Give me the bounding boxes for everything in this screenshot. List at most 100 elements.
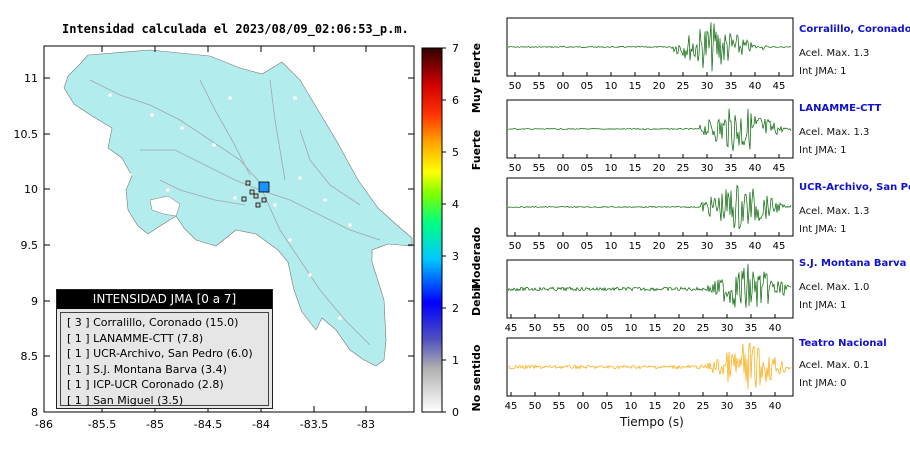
waveform-trace (507, 184, 792, 229)
map-x-tick-label: -84 (252, 418, 270, 431)
waveform-tick-label: 25 (677, 81, 690, 92)
waveform-tick-label: 10 (605, 81, 618, 92)
waveform-tick-label: 15 (629, 241, 642, 252)
waveform-trace (507, 108, 792, 151)
waveform-tick-label: 00 (557, 163, 570, 174)
waveform-tick-label: 15 (629, 163, 642, 174)
waveform-tick-label: 50 (509, 81, 522, 92)
scale-category-label: Muy Fuerte (470, 43, 483, 113)
waveform-tick-label: 55 (533, 241, 546, 252)
color-bar (421, 47, 443, 413)
station-name: Corralillo, Coronado (799, 24, 910, 35)
scale-tick-labels: 7 6 5 4 3 2 1 0 (442, 42, 459, 419)
waveform-tick-label: 45 (505, 401, 518, 412)
waveform-x-axis-title: Tiempo (s) (620, 415, 684, 429)
waveform-frame (506, 17, 794, 77)
waveform-tick-label: 50 (509, 163, 522, 174)
waveform-tick-label: 20 (653, 241, 666, 252)
waveform-tick-label: 55 (553, 401, 566, 412)
waveform-frame (506, 259, 794, 319)
epicenter-marker (258, 181, 270, 193)
map-y-tick-label: 8 (31, 406, 38, 419)
waveform-tick-label: 30 (701, 241, 714, 252)
waveform-tick-label: 40 (749, 81, 762, 92)
waveform-tick-label: 40 (769, 401, 782, 412)
station-intensity: Int JMA: 1 (799, 300, 847, 311)
waveform-tick-label: 45 (773, 241, 786, 252)
waveform-tick-label: 35 (745, 401, 758, 412)
waveform-tick-label: 20 (653, 81, 666, 92)
waveform-tick-label: 35 (725, 241, 738, 252)
waveform-trace (507, 342, 792, 390)
waveform-tick-label: 05 (601, 401, 614, 412)
nicoya-gulf (149, 195, 181, 217)
station-name: S.J. Montana Barva (799, 258, 907, 269)
waveform-tick-label: 45 (773, 81, 786, 92)
legend-title: INTENSIDAD JMA [0 a 7] (57, 290, 272, 309)
map-x-tick-label: -84.5 (194, 418, 222, 431)
scale-category-label: No sentido (470, 344, 483, 411)
waveform-tick-label: 00 (557, 241, 570, 252)
map-y-tick-label: 11 (24, 72, 38, 85)
map-x-tick-label: -85.5 (88, 418, 116, 431)
waveform-tick-label: 55 (553, 323, 566, 334)
station-name: Teatro Nacional (799, 338, 887, 349)
map-y-tick-label: 9.5 (21, 239, 39, 252)
waveform-frame (506, 337, 794, 397)
waveform-tick-label: 45 (505, 323, 518, 334)
map-x-tick-label: -83 (357, 418, 375, 431)
waveform-tick-label: 25 (697, 323, 710, 334)
waveform-tick-label: 05 (581, 81, 594, 92)
waveform-tick-label: 10 (625, 401, 638, 412)
waveform-tick-label: 40 (769, 323, 782, 334)
waveform-tick-label: 05 (601, 323, 614, 334)
waveform-tick-label: 35 (745, 323, 758, 334)
waveform-frame (506, 99, 794, 159)
waveform-trace (507, 22, 792, 72)
map-y-tick-labels: 11 10.5 10 9.5 9 8.5 8 (14, 72, 39, 419)
waveform-tick-label: 25 (677, 241, 690, 252)
page-title: Intensidad calculada el 2023/08/09_02:06… (62, 22, 409, 36)
scale-tick-label: 7 (452, 42, 459, 55)
waveform-tick-label: 05 (581, 163, 594, 174)
waveform-tick-label: 05 (581, 241, 594, 252)
waveform-tick-label: 15 (629, 81, 642, 92)
waveform-tick-label: 30 (701, 163, 714, 174)
map-y-tick-label: 9 (31, 295, 38, 308)
station-intensity: Int JMA: 1 (799, 224, 847, 235)
legend-item: [ 1 ] ICP-UCR Coronado (2.8) (67, 378, 224, 391)
waveform-tick-label: 10 (605, 241, 618, 252)
station-intensity: Int JMA: 0 (799, 378, 847, 389)
legend-item: [ 3 ] Corralillo, Coronado (15.0) (67, 316, 239, 329)
waveform-tick-label: 40 (749, 241, 762, 252)
legend-list: [ 3 ] Corralillo, Coronado (15.0) [ 1 ] … (60, 312, 269, 407)
waveform-tick-label: 55 (533, 163, 546, 174)
waveform-tick-label: 30 (701, 81, 714, 92)
map-y-tick-label: 10 (24, 183, 38, 196)
scale-tick-label: 1 (452, 354, 459, 367)
station-acceleration: Acel. Max. 1.3 (799, 206, 870, 217)
waveform-tick-label: 25 (677, 163, 690, 174)
waveform-tick-label: 20 (673, 401, 686, 412)
waveform-tick-label: 00 (577, 323, 590, 334)
map-y-tick-label: 10.5 (14, 128, 39, 141)
scale-tick-label: 4 (452, 198, 459, 211)
station-intensity: Int JMA: 1 (799, 145, 847, 156)
scale-category-label: Moderado (470, 227, 483, 290)
map-y-tick-label: 8.5 (21, 350, 39, 363)
waveform-tick-label: 45 (773, 163, 786, 174)
scale-category-label: Fuerte (470, 130, 483, 170)
waveform-tick-label: 10 (625, 323, 638, 334)
waveform-tick-label: 15 (649, 323, 662, 334)
station-markers (241, 180, 267, 208)
map-x-tick-label: -85 (146, 418, 164, 431)
waveform-tick-label: 00 (557, 81, 570, 92)
scale-tick-label: 0 (452, 406, 459, 419)
station-acceleration: Acel. Max. 1.0 (799, 282, 870, 293)
waveform-tick-label: 35 (725, 81, 738, 92)
waveform-tick-label: 15 (649, 401, 662, 412)
scale-category-label: Debil (470, 284, 483, 316)
waveform-tick-label: 30 (721, 401, 734, 412)
